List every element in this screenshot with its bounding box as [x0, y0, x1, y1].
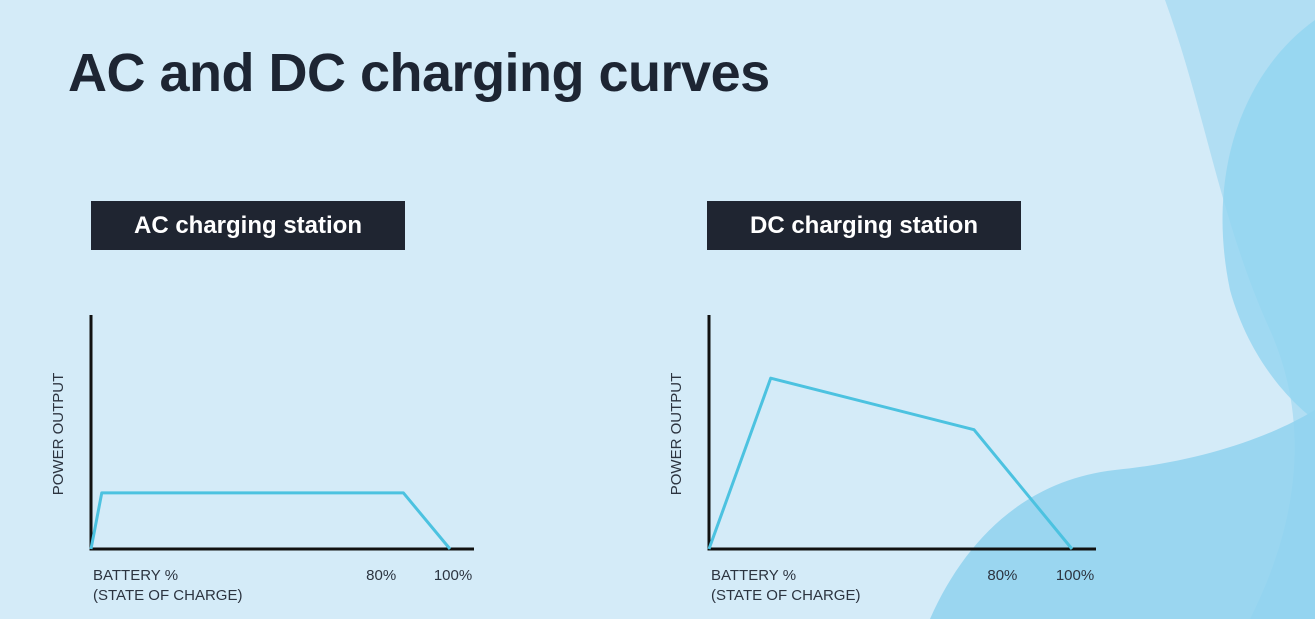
dc-chart-label: DC charging station: [707, 201, 1021, 250]
ac-tick-label: 80%: [366, 567, 396, 584]
page-title: AC and DC charging curves: [68, 43, 770, 103]
background-wave-right: [1222, 20, 1315, 420]
dc-charging-curve: [707, 376, 1074, 550]
dc-tick-label: 100%: [1056, 567, 1094, 584]
ac-x-axis-label-line: BATTERY %: [93, 567, 178, 584]
dc-x-axis-label-line: BATTERY %: [711, 567, 796, 584]
dc-x-axis-label-line: (STATE OF CHARGE): [711, 587, 860, 604]
ac-tick-label: 100%: [434, 567, 472, 584]
dc-y-axis-label: POWER OUTPUT: [668, 373, 685, 496]
background-wave-lower: [930, 410, 1315, 619]
ac-x-axis-label-line: (STATE OF CHARGE): [93, 587, 242, 604]
ac-y-axis-label: POWER OUTPUT: [50, 373, 67, 496]
ac-charging-curve: [89, 491, 452, 550]
ac-chart-label: AC charging station: [91, 201, 405, 250]
dc-tick-label: 80%: [987, 567, 1017, 584]
